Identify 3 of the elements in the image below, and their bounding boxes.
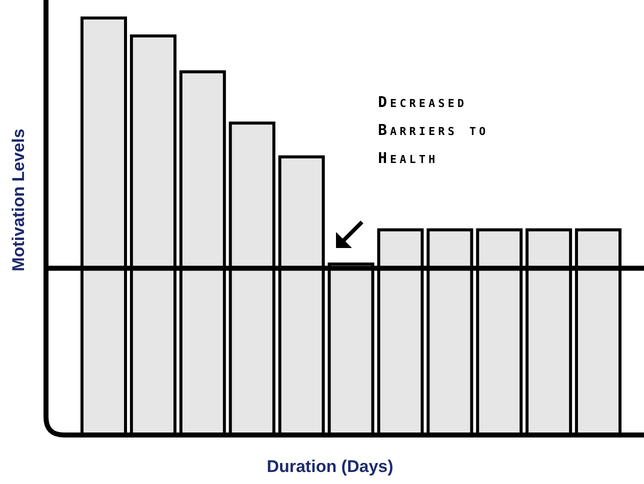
x-axis-title: Duration (Days) [266,457,394,476]
y-axis-title: Motivation Levels [9,128,28,272]
annotation: Decreased Barriers to Health [378,93,489,167]
